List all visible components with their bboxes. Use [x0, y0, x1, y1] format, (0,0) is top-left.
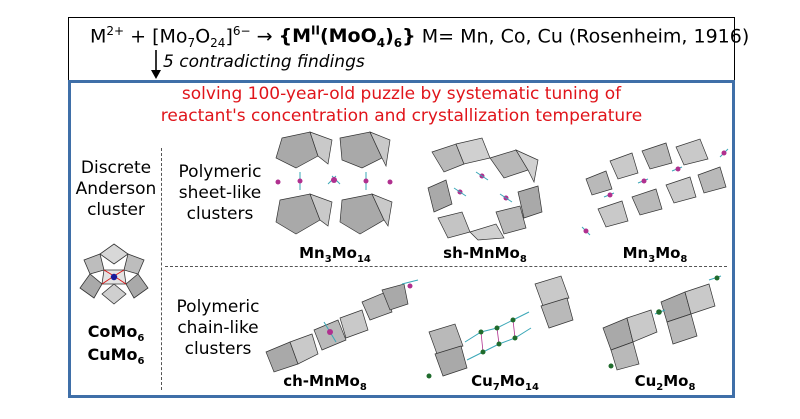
headline-line2: reactant's concentration and crystalliza…	[160, 106, 643, 126]
anderson-cluster-structure	[79, 243, 149, 305]
cu7mo14-structure	[426, 275, 574, 379]
label-cumo6: CuMo6	[87, 345, 145, 368]
label-ch-mnmo8: ch-MnMo8	[283, 372, 367, 393]
label-como6: CoMo6	[87, 322, 145, 345]
down-arrow-icon	[151, 50, 161, 79]
vertical-divider	[161, 148, 162, 390]
mn3mo8-structure	[581, 138, 729, 236]
findings-note: 5 contradicting findings	[163, 52, 365, 72]
sh-mnmo8-structure	[427, 137, 543, 241]
label-cu7mo14: Cu7Mo14	[471, 372, 539, 393]
mn3mo14-structure	[275, 131, 393, 235]
headline-line1: solving 100-year-old puzzle by systemati…	[181, 84, 622, 104]
label-mn3mo14: Mn3Mo14	[299, 244, 371, 265]
label-cu2mo8: Cu2Mo8	[634, 372, 696, 393]
label-mn3mo8: Mn3Mo8	[622, 244, 688, 265]
discrete-label: Discrete Anderson cluster	[75, 158, 157, 220]
sheet-label: Polymeric sheet-like clusters	[178, 162, 262, 224]
main-panel	[68, 80, 735, 398]
label-sh-mnmo8: sh-MnMo8	[443, 244, 527, 265]
reaction-equation: M2+ + [Mo7O24]6− → {MII(MoO4)6} M= Mn, C…	[90, 24, 750, 51]
ch-mnmo8-structure	[265, 279, 419, 373]
horizontal-divider	[165, 266, 727, 267]
cu2mo8-structure	[602, 275, 722, 371]
chain-label: Polymeric chain-like clusters	[176, 297, 260, 359]
